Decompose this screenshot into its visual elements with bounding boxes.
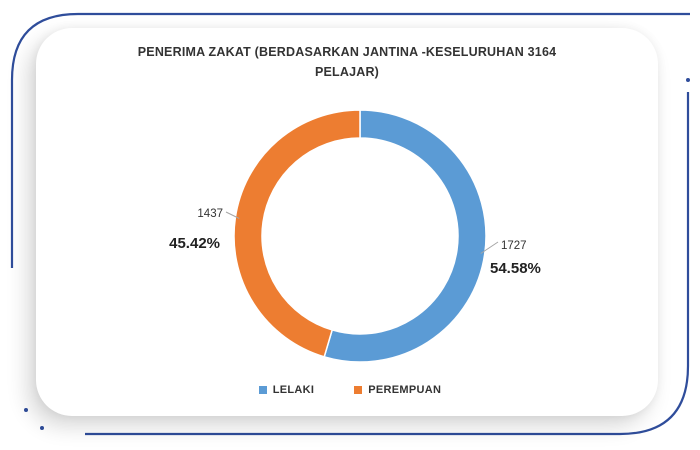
percent-label-perempuan: 45.42%	[169, 235, 220, 252]
legend-swatch-perempuan	[354, 386, 363, 394]
chart-title: PENERIMA ZAKAT (BERDASARKAN JANTINA -KES…	[36, 42, 658, 82]
slice-perempuan	[233, 109, 361, 358]
frame-border-top-left	[10, 12, 690, 268]
chart-title-line-2: PELAJAR)	[314, 65, 380, 79]
legend-label-perempuan: PEREMPUAN	[368, 384, 442, 396]
legend-item-lelaki: LELAKI	[258, 384, 315, 396]
value-label-lelaki: 1727	[501, 240, 527, 252]
chart-title-line-1: PENERIMA ZAKAT (BERDASARKAN JANTINA -KES…	[137, 45, 557, 59]
leader-line-lelaki	[480, 241, 499, 254]
value-label-perempuan: 1437	[197, 208, 223, 220]
legend-item-perempuan: PEREMPUAN	[354, 384, 441, 396]
leader-line-perempuan	[225, 211, 240, 219]
slice-lelaki	[323, 109, 487, 363]
legend-label-lelaki: LELAKI	[272, 384, 315, 396]
chart-legend: LELAKI PEREMPUAN	[0, 384, 700, 396]
frame-dot	[686, 78, 690, 82]
frame-dot	[40, 426, 44, 430]
percent-label-lelaki: 54.58%	[490, 260, 541, 277]
frame-dot	[24, 408, 28, 412]
frame-border-bottom-right	[85, 92, 690, 436]
legend-swatch-lelaki	[258, 386, 267, 394]
